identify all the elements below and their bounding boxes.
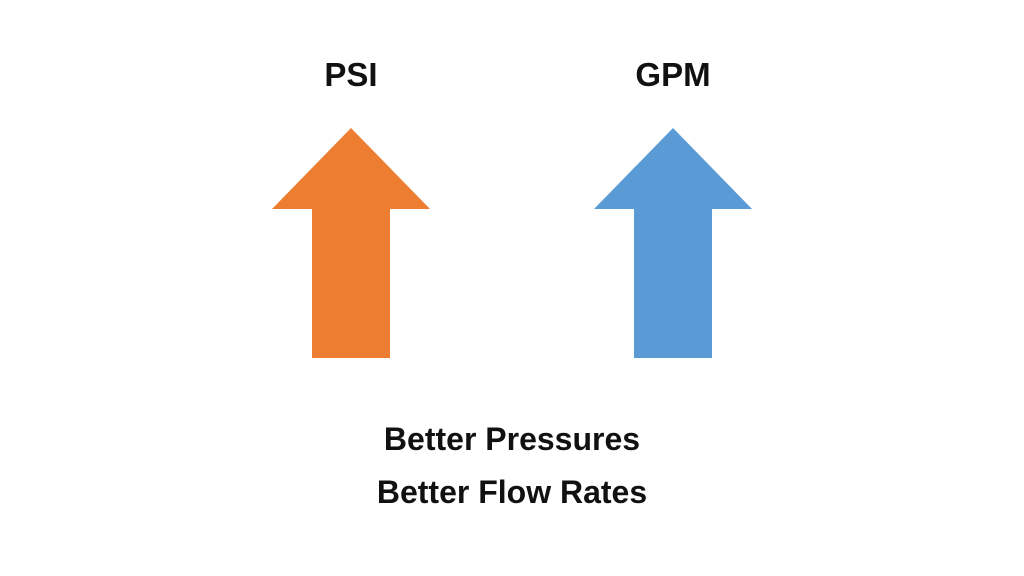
gpm-arrow-shape	[594, 128, 752, 358]
gpm-up-arrow-icon	[594, 128, 752, 358]
caption-better-flow-rates: Better Flow Rates	[376, 474, 648, 510]
gpm-label: GPM	[635, 56, 711, 93]
psi-label: PSI	[324, 56, 378, 93]
psi-up-arrow-icon	[272, 128, 430, 358]
caption-better-pressures: Better Pressures	[383, 421, 641, 457]
psi-arrow-shape	[272, 128, 430, 358]
